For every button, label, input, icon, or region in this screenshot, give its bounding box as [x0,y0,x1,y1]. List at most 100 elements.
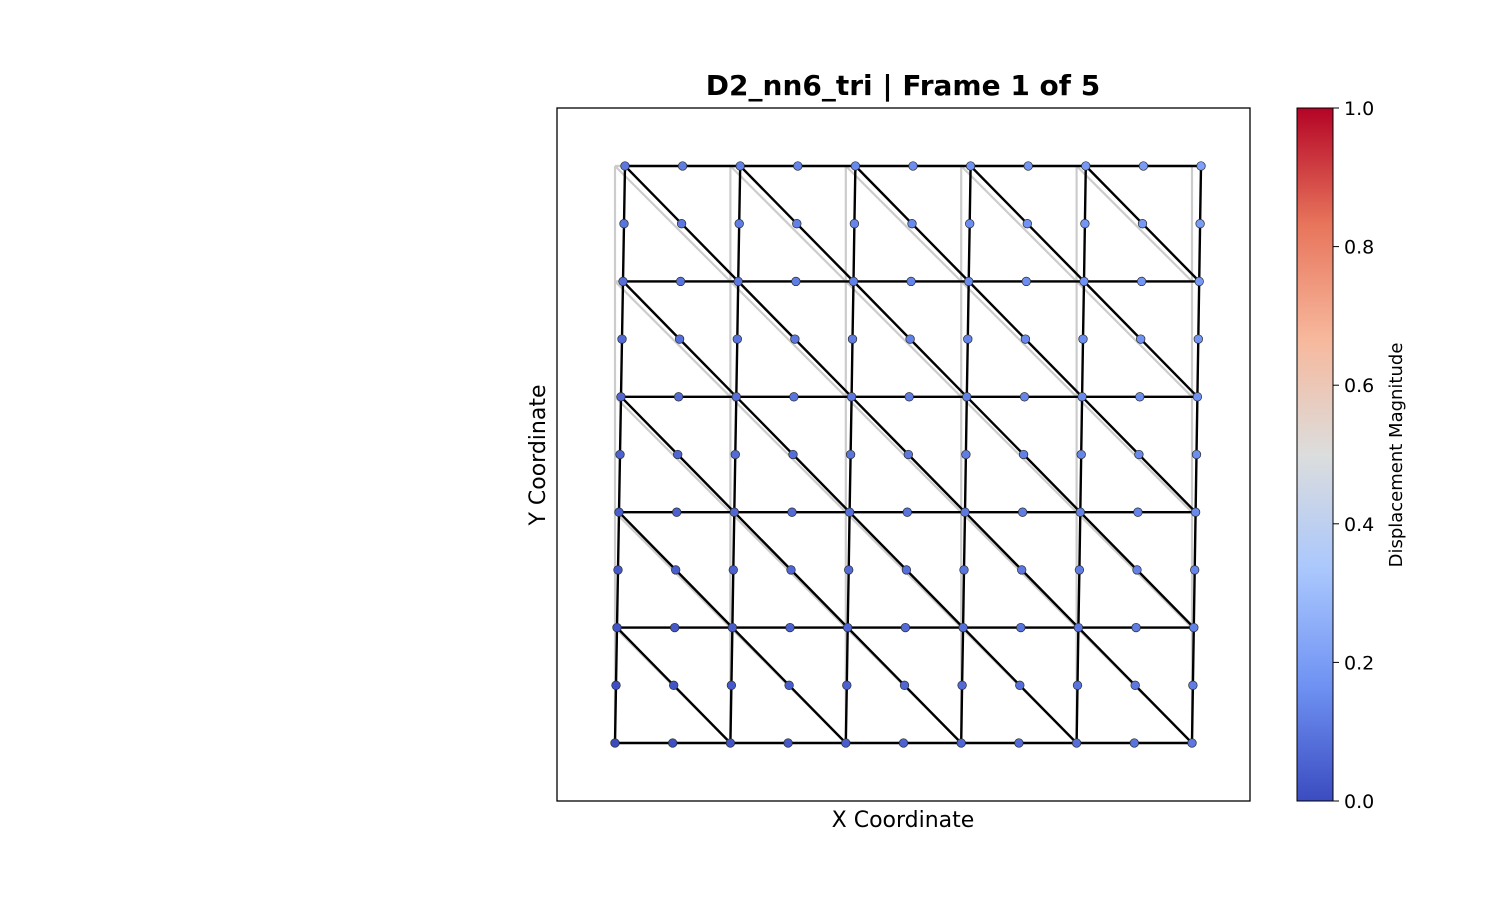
mesh-node [964,276,974,287]
mesh-node [668,738,678,748]
mesh-node [734,219,744,229]
mesh-node [728,565,738,575]
mesh-node [1135,392,1145,402]
mesh-node [616,392,626,402]
mesh-node [619,219,629,229]
mesh-node [1193,334,1203,344]
reference-diagonal-edge [614,396,732,513]
mesh-node [1022,219,1032,229]
mesh-node [899,680,910,690]
mesh-node [790,334,800,344]
mesh-node [677,161,688,171]
mesh-node [904,392,914,402]
colorbar-tick-label: 0.6 [1344,375,1374,397]
mesh-node [611,680,621,690]
colorbar-tick-label: 0.2 [1344,652,1374,674]
mesh-node [792,219,802,229]
mesh-node [787,507,797,517]
chart-title: D2_nn6_tri | Frame 1 of 5 [706,69,1100,102]
mesh-node [1133,507,1143,517]
mesh-node [670,622,680,633]
mesh-node [669,680,679,690]
mesh-node [1136,276,1147,287]
reference-diagonal-edge [960,396,1078,513]
mesh-node [1137,219,1148,229]
mesh-node [1071,738,1082,748]
mesh-node [848,276,859,287]
mesh-node [730,449,740,460]
mesh-node [1075,507,1085,517]
reference-diagonal-edge [729,396,847,513]
mesh-node [1195,219,1205,229]
mesh-node [725,738,736,748]
mesh-node [1073,622,1084,633]
reference-diagonal-edge [845,165,962,283]
mesh-node [1078,334,1088,344]
mesh-node [907,219,917,229]
mesh-node [732,334,742,344]
mesh-node [1129,738,1139,748]
mesh-node [960,507,970,517]
mesh-node [726,680,737,690]
mesh-node [1015,680,1025,690]
mesh-node [1192,392,1203,402]
mesh-node [789,392,799,402]
mesh-node [903,449,913,460]
mesh-node [615,449,625,460]
mesh-node [610,738,620,748]
colorbar-tick-label: 0.0 [1344,791,1374,813]
mesh-node [671,565,681,575]
mesh-node [844,507,855,517]
mesh-node [673,449,683,460]
mesh-node [735,161,745,171]
mesh-node [731,392,741,402]
mesh-node [842,680,852,690]
mesh-node [1077,392,1087,402]
mesh-node [844,565,854,575]
reference-diagonal-edge [845,280,962,398]
mesh-node [673,392,684,402]
mesh-node [1018,449,1029,460]
mesh-node [675,276,686,287]
reference-diagonal-edge [1075,280,1193,398]
mesh-node [1074,565,1085,575]
mesh-node [672,507,682,517]
mesh-node [1187,738,1197,748]
mesh-node [1138,161,1149,171]
mesh-node [676,219,687,229]
mesh-node [791,276,801,287]
reference-diagonal-edge [960,280,1078,398]
mesh-node [614,507,624,517]
mesh-node [1023,161,1033,171]
mesh-node [902,507,912,517]
mesh-node [786,565,796,575]
mesh-node [965,219,975,229]
mesh-node [901,565,912,575]
mesh-node [900,622,911,633]
mesh-nodes [610,161,1206,748]
mesh-node [1130,680,1140,690]
mesh-node [1081,161,1091,171]
mesh-node [961,449,971,460]
colorbar-tick-label: 1.0 [1344,98,1374,120]
mesh-node [1196,161,1206,171]
mesh-node [1136,334,1146,344]
mesh-node [849,219,860,229]
mesh-node [617,334,627,344]
mesh-node [843,622,853,633]
mesh-node [1189,622,1199,633]
mesh-node [793,161,803,171]
mesh-node [1191,449,1202,460]
mesh-node [1020,334,1031,344]
mesh-node [1014,738,1024,748]
reference-diagonal-edge [614,165,732,283]
mesh-node [1016,622,1026,633]
mesh-node [1072,680,1083,690]
y-axis-label: Y Coordinate [526,384,551,526]
reference-diagonal-edge [614,280,732,398]
reference-diagonal-edge [960,165,1078,283]
mesh-node [1079,276,1089,287]
mesh-node [898,738,909,748]
mesh-node [727,622,738,633]
mesh-node [785,622,795,633]
